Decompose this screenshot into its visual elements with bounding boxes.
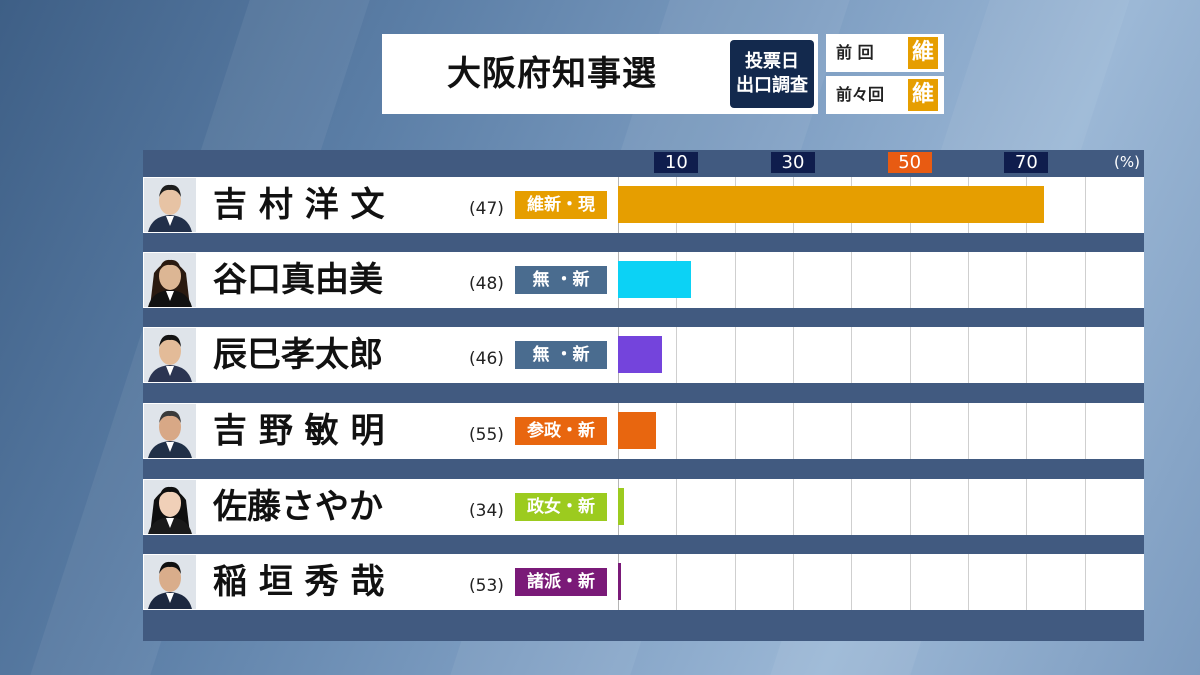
candidate-photo [144, 555, 196, 609]
candidate-photo [144, 253, 196, 307]
candidate-photo [144, 404, 196, 458]
candidate-row: 吉 野 敏 明 (55) 参政・新 [143, 403, 1144, 459]
gridline [909, 554, 911, 610]
title-box: 大阪府知事選 投票日 出口調査 [382, 34, 818, 114]
candidate-age: (46) [469, 349, 504, 369]
party-badge: 参政・新 [515, 417, 607, 445]
gridline [793, 327, 794, 383]
bar-plot-area [618, 479, 1143, 535]
gridline [1026, 554, 1028, 610]
candidate-name: 辰巳孝太郎 [213, 335, 383, 375]
gridline [734, 403, 736, 459]
gridline [909, 479, 911, 535]
gridline [793, 479, 794, 535]
gridline [909, 327, 911, 383]
candidate-photo [144, 178, 196, 232]
bar-plot-area [618, 177, 1143, 233]
gridline [734, 554, 736, 610]
candidate-photo [144, 328, 196, 382]
two-elections-ago-party-badge: 維 [908, 79, 938, 111]
candidate-name: 稲 垣 秀 哉 [213, 562, 385, 602]
exit-poll-line1: 投票日 [745, 51, 799, 72]
axis-unit-label: (%) [1114, 153, 1140, 171]
gridline [1026, 403, 1028, 459]
party-badge: 政女・新 [515, 493, 607, 521]
candidate-age: (47) [469, 199, 504, 219]
gridline [851, 554, 853, 610]
previous-election-box: 前 回 維 [826, 34, 944, 72]
gridline [1084, 479, 1086, 535]
vote-share-bar [618, 488, 624, 525]
gridline [793, 403, 794, 459]
gridline [968, 554, 969, 610]
candidate-row: 吉 村 洋 文 (47) 維新・現 [143, 177, 1144, 233]
candidate-row: 稲 垣 秀 哉 (53) 諸派・新 [143, 554, 1144, 610]
candidate-name: 吉 村 洋 文 [213, 185, 385, 225]
gridline [1084, 177, 1086, 233]
x-tick-label: 70 [1004, 152, 1049, 173]
previous-party-badge: 維 [908, 37, 938, 69]
exit-poll-badge: 投票日 出口調査 [730, 40, 814, 108]
gridline [734, 327, 736, 383]
gridline [909, 403, 911, 459]
gridline [851, 403, 853, 459]
x-tick-label: 50 [887, 152, 932, 173]
gridline [1084, 403, 1086, 459]
gridline [1084, 327, 1086, 383]
gridline [851, 327, 853, 383]
candidate-row: 佐藤さやか (34) 政女・新 [143, 479, 1144, 535]
candidate-age: (53) [469, 576, 504, 596]
gridline [851, 252, 853, 308]
gridline [676, 327, 678, 383]
gridline [734, 252, 736, 308]
gridline [1026, 252, 1028, 308]
gridline [1084, 554, 1086, 610]
gridline [1084, 252, 1086, 308]
party-badge: 維新・現 [515, 191, 607, 219]
gridline [968, 327, 969, 383]
two-elections-ago-box: 前々回 維 [826, 76, 944, 114]
exit-poll-line2: 出口調査 [736, 75, 808, 96]
gridline [676, 479, 678, 535]
gridline [909, 252, 911, 308]
vote-share-bar [618, 261, 691, 298]
gridline [968, 403, 969, 459]
vote-share-bar [618, 412, 656, 449]
candidate-name: 佐藤さやか [213, 487, 383, 527]
gridline [968, 252, 969, 308]
candidate-name: 吉 野 敏 明 [213, 411, 385, 451]
party-badge: 無 ・新 [515, 266, 607, 294]
candidate-age: (55) [469, 425, 504, 445]
party-badge: 無 ・新 [515, 341, 607, 369]
two-elections-ago-label: 前々回 [836, 85, 885, 104]
candidate-age: (48) [469, 274, 504, 294]
candidate-age: (34) [469, 501, 504, 521]
gridline [676, 554, 678, 610]
candidate-photo [144, 480, 196, 534]
bar-plot-area [618, 252, 1143, 308]
party-badge: 諸派・新 [515, 568, 607, 596]
page-title: 大阪府知事選 [447, 54, 657, 94]
candidate-row: 谷口真由美 (48) 無 ・新 [143, 252, 1144, 308]
gridline [968, 479, 969, 535]
bar-plot-area [618, 327, 1143, 383]
gridline [793, 252, 794, 308]
gridline [676, 403, 678, 459]
gridline [793, 554, 794, 610]
vote-share-bar [618, 186, 1044, 223]
gridline [1026, 479, 1028, 535]
x-tick-label: 30 [771, 152, 815, 173]
x-tick-label: 10 [654, 152, 699, 173]
gridline [1026, 327, 1028, 383]
vote-share-bar [618, 336, 662, 373]
gridline [734, 479, 736, 535]
previous-label: 前 回 [836, 43, 874, 62]
bar-plot-area [618, 403, 1143, 459]
candidate-name: 谷口真由美 [213, 260, 383, 300]
bar-plot-area [618, 554, 1143, 610]
candidate-row: 辰巳孝太郎 (46) 無 ・新 [143, 327, 1144, 383]
gridline [851, 479, 853, 535]
vote-share-bar [618, 563, 621, 600]
